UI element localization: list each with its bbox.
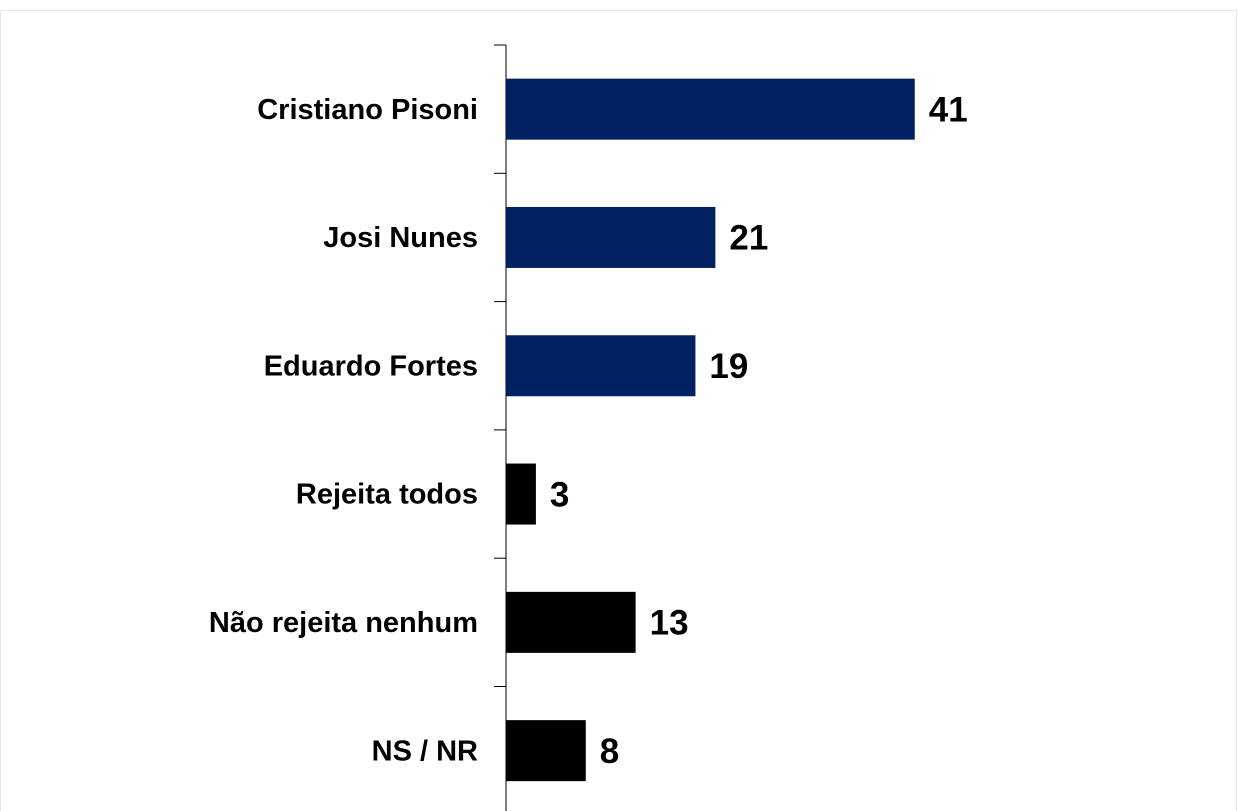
value-label: 3 [550,475,569,514]
category-label: Cristiano Pisoni [257,94,478,126]
bar [506,463,536,525]
value-label: 41 [929,90,968,129]
bar [506,720,586,782]
category-label: Rejeita todos [296,479,478,511]
bar [506,335,696,397]
category-label: Josi Nunes [323,222,478,254]
bar [506,78,915,140]
value-label: 19 [709,347,748,386]
value-label: 8 [600,732,619,771]
value-label: 13 [650,604,689,643]
bar [506,591,636,653]
category-label: Não rejeita nenhum [209,607,478,639]
value-label: 21 [729,219,768,258]
bar [506,206,716,268]
category-label: Eduardo Fortes [264,350,478,382]
chart-frame [0,10,1237,811]
category-label: NS / NR [372,735,478,767]
